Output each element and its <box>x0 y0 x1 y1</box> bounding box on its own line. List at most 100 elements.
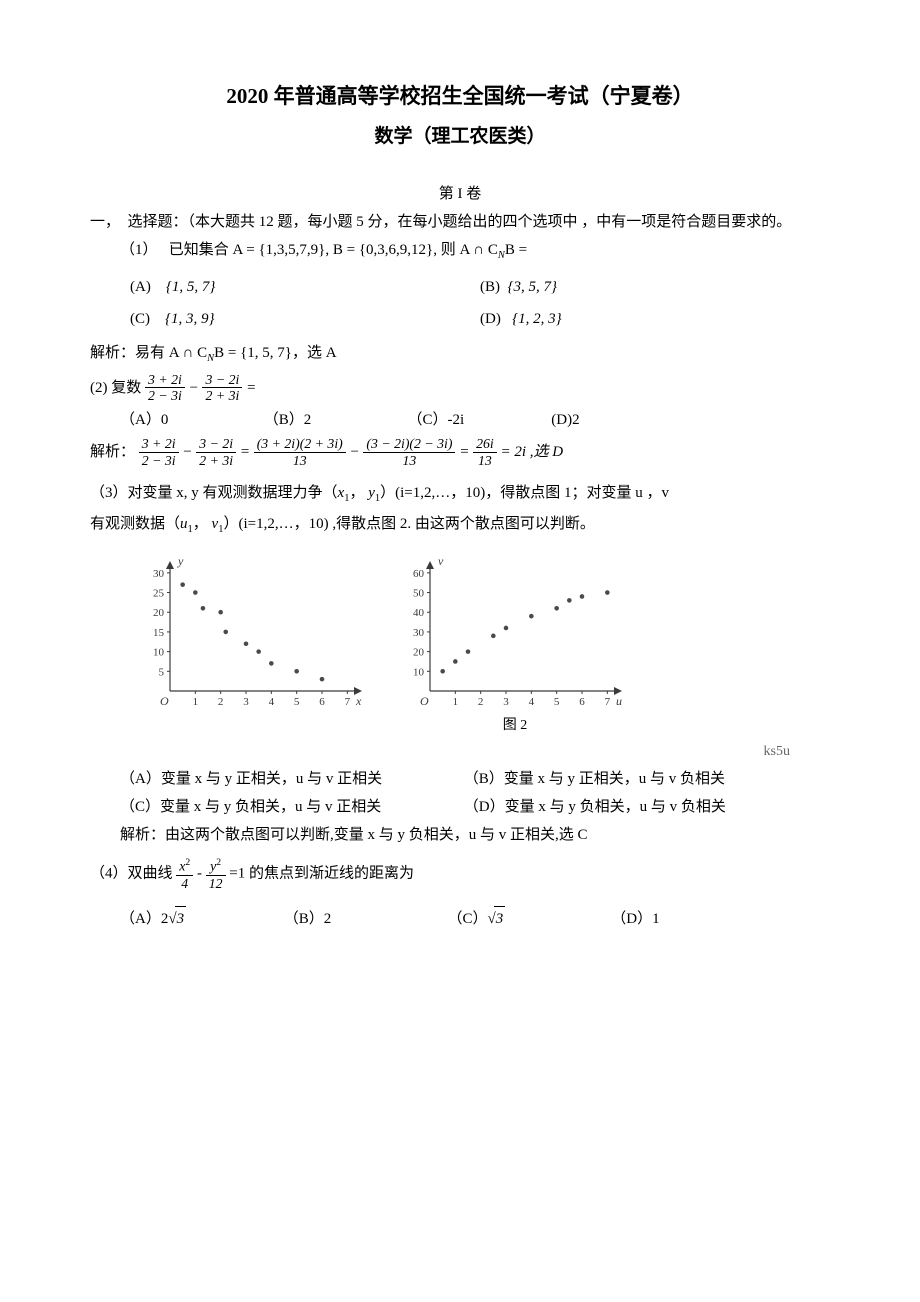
opt-val: {1, 5, 7} <box>166 279 216 295</box>
den: 4 <box>176 876 193 892</box>
q1-opt-c: (C) {1, 3, 9} <box>130 303 480 335</box>
fr: 3 − 2i2 + 3i <box>196 436 236 469</box>
q1-sub: N <box>498 250 505 261</box>
q1-ana-b: B = {1, 5, 7}，选 A <box>214 345 336 361</box>
q2-ana-tail: = 2i ,选 D <box>500 444 563 460</box>
sup: 2 <box>185 857 190 868</box>
q4-prefix: （4）双曲线 <box>90 866 173 882</box>
y1: y <box>368 485 375 501</box>
c: ， <box>193 516 208 532</box>
page-title-2: 数学（理工农医类） <box>90 122 830 152</box>
scatter-2-wrap: 1020304050601234567Ovu 图 2 <box>400 553 630 737</box>
svg-text:3: 3 <box>503 696 509 708</box>
svg-text:5: 5 <box>554 696 560 708</box>
q1-stem: （1） 已知集合 A = {1,3,5,7,9}, B = {0,3,6,9,1… <box>90 238 830 265</box>
svg-text:1: 1 <box>193 696 199 708</box>
opt-val: {1, 2, 3} <box>512 311 562 327</box>
svg-text:2: 2 <box>478 696 484 708</box>
q2-frac1: 3 + 2i2 − 3i <box>145 372 185 405</box>
svg-text:15: 15 <box>153 627 165 639</box>
u1: u <box>180 516 188 532</box>
q4-tail: =1 的焦点到渐近线的距离为 <box>229 866 414 882</box>
opt-label: (B) <box>480 279 500 295</box>
q1-options: (A) {1, 5, 7} (B) {3, 5, 7} (C) {1, 3, 9… <box>90 271 830 335</box>
q4-options: （A）23 （B）2 （C）3 （D）1 <box>90 906 830 931</box>
q3-options-row1: （A）变量 x 与 y 正相关，u 与 v 正相关 （B）变量 x 与 y 正相… <box>90 767 830 791</box>
fr: 3 + 2i2 − 3i <box>139 436 179 469</box>
svg-text:6: 6 <box>579 696 585 708</box>
fr: (3 − 2i)(2 − 3i)13 <box>363 436 455 469</box>
svg-text:10: 10 <box>413 666 425 678</box>
svg-text:5: 5 <box>159 666 165 678</box>
rad: 3 <box>175 906 187 931</box>
svg-text:u: u <box>616 694 622 708</box>
svg-text:4: 4 <box>269 696 275 708</box>
q3-line1: （3）对变量 x, y 有观测数据理力争（x1， y1）(i=1,2,…，10)… <box>90 481 830 508</box>
num: 3 − 2i <box>202 372 242 389</box>
q2-analysis: 解析： 3 + 2i2 − 3i − 3 − 2i2 + 3i = (3 + 2… <box>90 436 830 469</box>
den: 12 <box>206 876 226 892</box>
q1-opt-d: (D) {1, 2, 3} <box>480 303 830 335</box>
scatter-row: 510152025301234567Oyx 102030405060123456… <box>90 553 830 737</box>
svg-text:x: x <box>355 694 362 708</box>
den: 13 <box>363 453 455 469</box>
num: 3 + 2i <box>139 436 179 453</box>
num: 26i <box>473 436 497 453</box>
q2-frac2: 3 − 2i2 + 3i <box>202 372 242 405</box>
den: 13 <box>473 453 497 469</box>
minus: − <box>189 379 199 395</box>
q1-tail: B = <box>505 242 527 258</box>
ks5u-label: ks5u <box>90 741 830 763</box>
minus: − <box>182 444 192 460</box>
scatter-1-wrap: 510152025301234567Oyx <box>140 553 370 737</box>
q1-opt-a: (A) {1, 5, 7} <box>130 271 480 303</box>
num: (3 + 2i)(2 + 3i) <box>254 436 346 453</box>
q1-stem-text: （1） 已知集合 A = {1,3,5,7,9}, B = {0,3,6,9,1… <box>120 242 498 258</box>
q1-ana-a: 解析：易有 A ∩ C <box>90 345 207 361</box>
svg-text:30: 30 <box>153 567 165 579</box>
q4-stem: （4）双曲线 x2 4 - y2 12 =1 的焦点到渐近线的距离为 <box>90 857 830 891</box>
fr: (3 + 2i)(2 + 3i)13 <box>254 436 346 469</box>
q3-opt-b: （B）变量 x 与 y 正相关，u 与 v 负相关 <box>464 771 725 787</box>
section-label: 第 I 卷 <box>90 182 830 206</box>
q2-opt-d: (D)2 <box>551 408 651 432</box>
svg-text:20: 20 <box>153 607 165 619</box>
svg-text:y: y <box>177 554 184 568</box>
t: （C） <box>448 911 488 927</box>
sup: 2 <box>216 857 221 868</box>
opt-label: (C) <box>130 311 150 327</box>
t: 有观测数据（ <box>90 516 180 532</box>
q4-opt-b: （B）2 <box>284 907 444 931</box>
svg-text:7: 7 <box>605 696 611 708</box>
t: （3）对变量 x, y 有观测数据理力争（ <box>90 485 338 501</box>
part1-intro: 一， 选择题：（本大题共 12 题，每小题 5 分，在每小题给出的四个选项中 ，… <box>90 210 830 234</box>
t: （A）2 <box>120 911 168 927</box>
svg-text:6: 6 <box>319 696 325 708</box>
den: 2 + 3i <box>202 388 242 404</box>
minus: - <box>197 866 202 882</box>
opt-val: {3, 5, 7} <box>508 279 558 295</box>
num: x2 <box>176 857 193 875</box>
sqrt-icon: 3 <box>488 906 506 931</box>
q3-analysis: 解析：由这两个散点图可以判断,变量 x 与 y 负相关，u 与 v 正相关,选 … <box>90 823 830 847</box>
q2-options: （A）0 （B）2 （C）-2i (D)2 <box>90 408 830 432</box>
num: 3 + 2i <box>145 372 185 389</box>
svg-text:50: 50 <box>413 587 425 599</box>
svg-text:4: 4 <box>529 696 535 708</box>
svg-text:3: 3 <box>243 696 249 708</box>
den: 13 <box>254 453 346 469</box>
svg-text:7: 7 <box>345 696 351 708</box>
eq: = <box>240 444 254 460</box>
opt-label: (A) <box>130 279 151 295</box>
minus: − <box>350 444 364 460</box>
scatter-1: 510152025301234567Oyx <box>140 553 370 713</box>
q4-frac1: x2 4 <box>176 857 193 891</box>
q4-opt-d: （D）1 <box>611 907 731 931</box>
opt-val: {1, 3, 9} <box>165 311 215 327</box>
q3-opt-a: （A）变量 x 与 y 正相关，u 与 v 正相关 <box>120 767 460 791</box>
num: y2 <box>206 857 226 875</box>
q3-opt-c: （C）变量 x 与 y 负相关，u 与 v 正相关 <box>120 795 460 819</box>
page-title-1: 2020 年普通高等学校招生全国统一考试（宁夏卷） <box>90 80 830 114</box>
svg-text:40: 40 <box>413 607 425 619</box>
q4-opt-a: （A）2 3 <box>120 906 280 931</box>
